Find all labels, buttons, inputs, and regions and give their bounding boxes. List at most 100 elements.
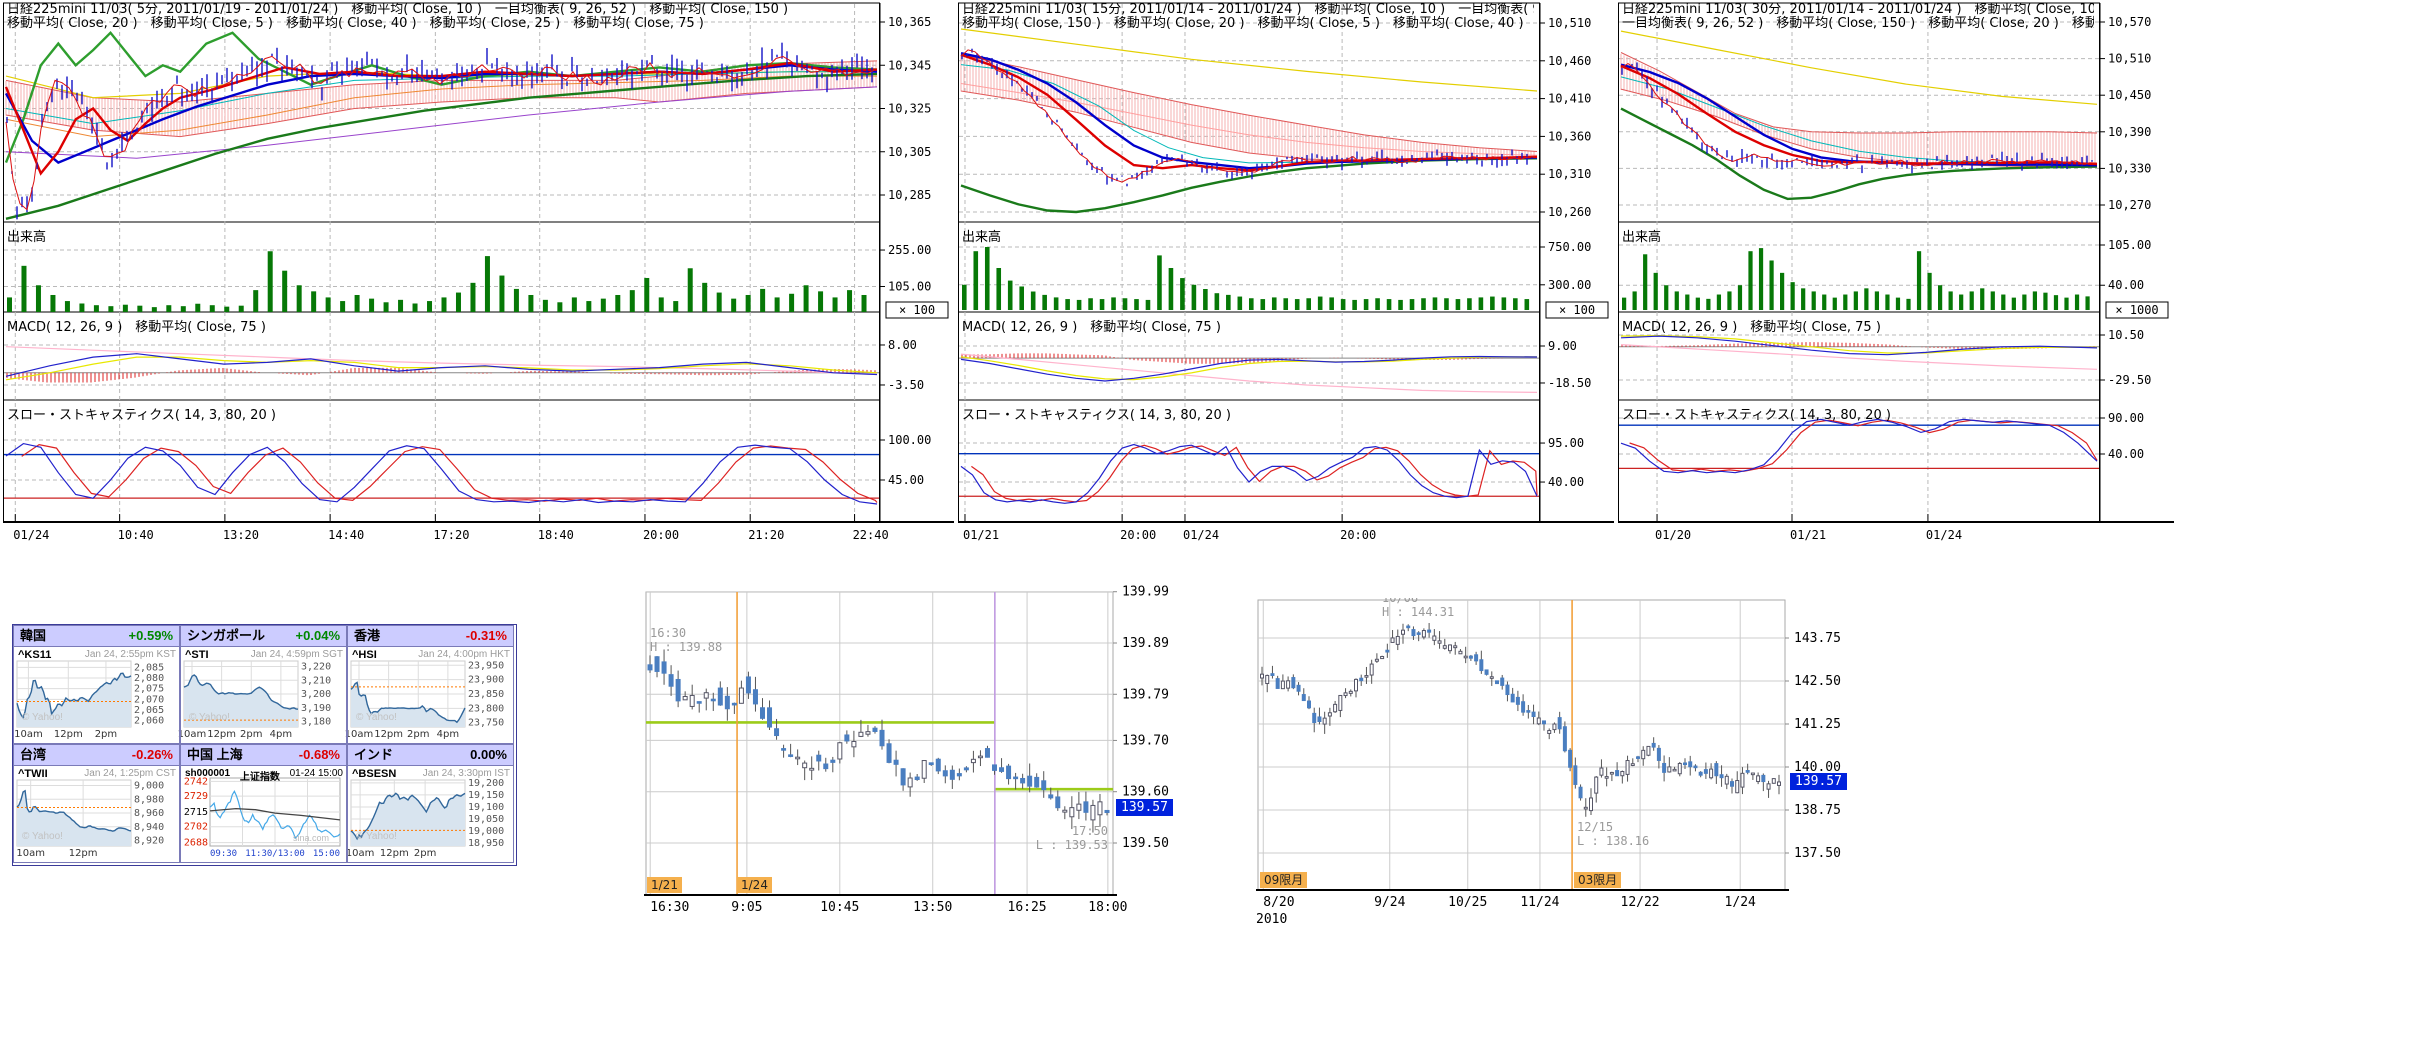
- axis-label: × 100: [899, 303, 935, 317]
- axis-label: 22:40: [853, 528, 889, 542]
- axis-label: 2729: [184, 791, 208, 802]
- axis-label: 12pm: [207, 729, 236, 740]
- market-cell-korea[interactable]: 韓国 +0.59% ^KS11 Jan 24, 2:55pm KST © Yah…: [13, 625, 180, 744]
- axis-label: 01/21: [1790, 528, 1826, 542]
- axis-label: 2,060: [134, 716, 164, 727]
- market-change: +0.59%: [128, 628, 173, 643]
- axis-label: -18.50: [1548, 376, 1591, 390]
- market-timestamp: Jan 24, 1:25pm CST: [84, 768, 176, 779]
- market-cell-india[interactable]: インド 0.00% ^BSESN Jan 24, 3:30pm IST © Ya…: [347, 744, 514, 863]
- axis-label: 4pm: [437, 729, 459, 740]
- market-cell-shanghai[interactable]: 中国 上海 -0.68% sh000001 上证指数 01-24 15:00 s…: [180, 744, 347, 863]
- axis-label: 10,410: [1548, 92, 1591, 106]
- market-symbol: sh000001: [185, 768, 231, 779]
- axis-label: 01/24: [1926, 528, 1962, 542]
- watermark: © Yahoo!: [356, 712, 397, 723]
- contract-badge-03: 03限月: [1574, 872, 1622, 888]
- axis-label: 10am: [14, 729, 43, 740]
- axis-label: 2702: [184, 822, 208, 833]
- nikkei-30min-plot[interactable]: [1618, 3, 2100, 522]
- axis-label: 10,305: [888, 145, 931, 159]
- market-header: 中国 上海 -0.68%: [181, 745, 346, 766]
- market-symbol: ^KS11: [18, 649, 52, 661]
- axis-label: 10,260: [1548, 205, 1591, 219]
- axis-label: 8,960: [134, 808, 164, 819]
- axis-label: 138.75: [1794, 803, 1841, 818]
- market-change: -0.68%: [298, 747, 340, 762]
- axis-label: 10,510: [2108, 52, 2151, 66]
- axis-label: 12/22: [1621, 895, 1660, 910]
- nikkei-5min-plot[interactable]: [3, 3, 880, 522]
- axis-label: 40.00: [1548, 475, 1584, 489]
- axis-label: 16:30: [650, 900, 689, 915]
- watermark: © Yahoo!: [189, 712, 230, 723]
- fx-daily-plot[interactable]: [1258, 600, 1785, 890]
- market-cell-singapore[interactable]: シンガポール +0.04% ^STI Jan 24, 4:59pm SGT © …: [180, 625, 347, 744]
- market-name: 台湾: [20, 747, 47, 762]
- axis-label: 21:20: [748, 528, 784, 542]
- axis-label: 8,980: [134, 794, 164, 805]
- axis-label: 15:00: [313, 849, 340, 859]
- market-cell-taiwan[interactable]: 台湾 -0.26% ^TWII Jan 24, 1:25pm CST © Yah…: [13, 744, 180, 863]
- axis-label: 19,100: [468, 802, 504, 813]
- axis-label: 100.00: [888, 433, 931, 447]
- axis-label: 750.00: [1548, 240, 1591, 254]
- nikkei-15min-plot[interactable]: [958, 3, 1540, 522]
- axis-label: 2,075: [134, 684, 164, 695]
- low-annotation: 12/15 L : 138.16: [1577, 820, 1650, 848]
- axis-label: 40.00: [2108, 447, 2144, 461]
- contract-badge-09: 09限月: [1260, 872, 1308, 888]
- market-subheader: ^BSESN Jan 24, 3:30pm IST: [352, 768, 510, 780]
- axis-label: 10am: [345, 729, 374, 740]
- market-timestamp: Jan 24, 2:55pm KST: [84, 649, 176, 660]
- axis-label: 14:40: [328, 528, 364, 542]
- axis-label: 139.50: [1122, 836, 1169, 851]
- market-subheader: ^STI Jan 24, 4:59pm SGT: [185, 649, 343, 661]
- axis-label: -3.50: [888, 378, 924, 392]
- market-symbol: ^HSI: [352, 649, 377, 661]
- axis-label: 140.00: [1794, 760, 1841, 775]
- market-timestamp: Jan 24, 4:59pm SGT: [250, 649, 343, 660]
- axis-label: 141.25: [1794, 717, 1841, 732]
- axis-label: 23,750: [468, 718, 504, 729]
- axis-label: 20:00: [1120, 528, 1156, 542]
- market-symbol: ^STI: [185, 649, 209, 661]
- axis-label: 10,330: [2108, 161, 2151, 175]
- axis-label: 11:30/13:00: [245, 849, 305, 859]
- axis-label: 10,450: [2108, 88, 2151, 102]
- chart-title: 日経225mini 11/03( 15分, 2011/01/14 - 2011/…: [962, 3, 1534, 17]
- watermark: © Yahoo!: [22, 712, 63, 723]
- axis-label: 09:30: [210, 849, 237, 859]
- market-cell-hongkong[interactable]: 香港 -0.31% ^HSI Jan 24, 4:00pm HKT © Yaho…: [347, 625, 514, 744]
- axis-label: 10am: [346, 848, 375, 859]
- index-name: 上证指数: [239, 772, 280, 783]
- axis-label: 2,085: [134, 662, 164, 673]
- axis-label: 12pm: [374, 729, 403, 740]
- axis-label: 10,360: [1548, 129, 1591, 143]
- axis-label: 143.75: [1794, 631, 1841, 646]
- axis-label: 01/24: [1183, 528, 1219, 542]
- market-timestamp: 01-24 15:00: [289, 768, 343, 779]
- market-name: シンガポール: [187, 628, 266, 643]
- axis-label: 139.99: [1122, 585, 1169, 600]
- axis-label: 2,065: [134, 705, 164, 716]
- axis-label: × 100: [1559, 303, 1595, 317]
- axis-label: 45.00: [888, 473, 924, 487]
- chart-legend: 移動平均( Close, 150 ) 移動平均( Close, 20 ) 移動平…: [962, 16, 1534, 31]
- axis-label: 10am: [16, 848, 45, 859]
- axis-label: 3,200: [301, 689, 331, 700]
- axis-label: 9/24: [1374, 895, 1405, 910]
- axis-label: 9:05: [731, 900, 762, 915]
- fx-intraday-plot[interactable]: [646, 592, 1113, 895]
- axis-label: 2,080: [134, 673, 164, 684]
- axis-label: 8,940: [134, 822, 164, 833]
- nikkei-5min-header: 日経225mini 11/03( 5分, 2011/01/19 - 2011/0…: [3, 3, 872, 33]
- low-annotation: 17:50 L : 139.53: [1035, 824, 1108, 852]
- watermark: © Yahoo!: [22, 831, 63, 842]
- watermark: © Yahoo!: [356, 831, 397, 842]
- market-symbol: ^TWII: [18, 768, 48, 780]
- axis-label: 10.50: [2108, 328, 2144, 342]
- market-change: 0.00%: [470, 747, 507, 762]
